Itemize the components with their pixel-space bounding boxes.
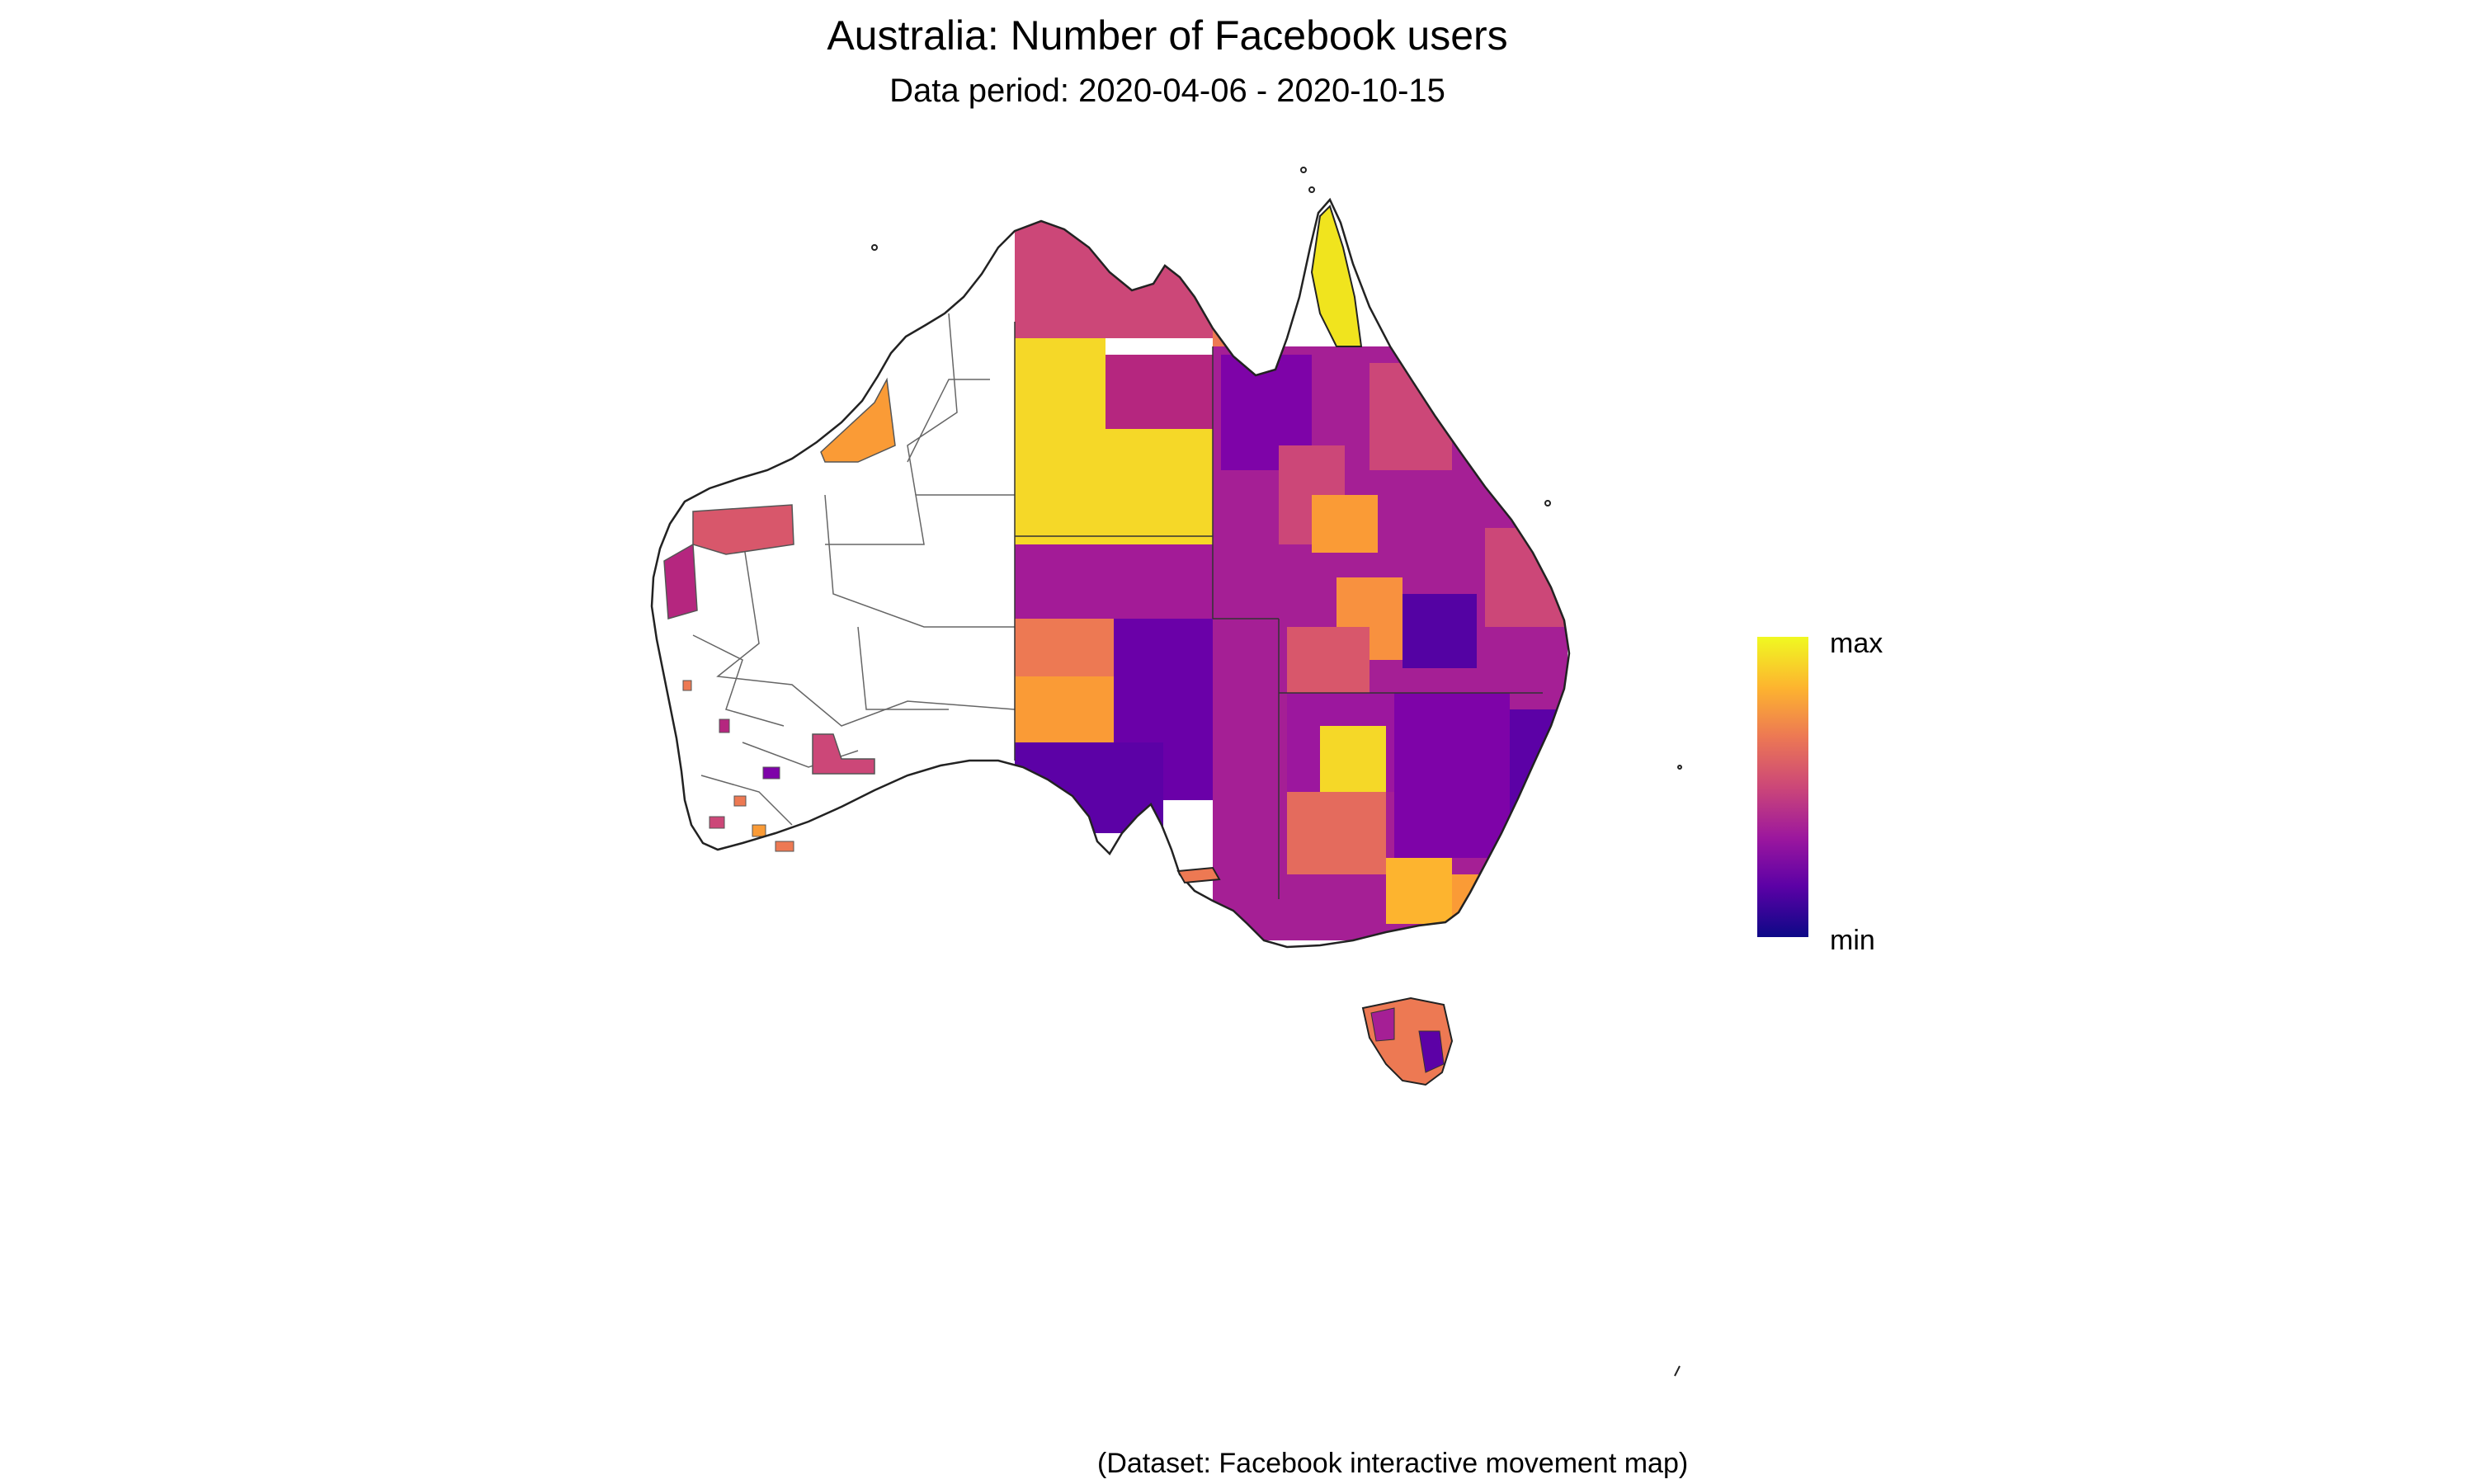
- map-caption: (Dataset: Facebook interactive movement …: [1097, 1448, 1689, 1479]
- tasmania: [1361, 996, 1454, 1086]
- region-wa-nodata: [652, 200, 1015, 907]
- map-subtitle: Data period: 2020-04-06 - 2020-10-15: [889, 73, 1445, 109]
- region-nsw-central: [1394, 693, 1510, 858]
- cape-york: [1310, 205, 1363, 347]
- region-nt-yellow: [1015, 412, 1221, 544]
- region-vic-west: [1287, 792, 1386, 874]
- region-small-5: [752, 824, 766, 837]
- wa-internal-borders: [692, 313, 1016, 826]
- region-small-7: [682, 680, 692, 691]
- region-pilbara-red: [692, 504, 794, 555]
- region-small-3: [733, 795, 747, 807]
- region-nsw-coast: [1510, 709, 1568, 874]
- wa-colored-regions: [663, 377, 896, 852]
- state-borders: [1014, 322, 1543, 899]
- region-qld-southwest: [1287, 627, 1370, 693]
- region-qld-purple: [1402, 594, 1477, 668]
- region-nt-top: [1015, 200, 1213, 338]
- region-goldfields-red: [812, 733, 875, 775]
- kangaroo-island: [1176, 866, 1221, 884]
- region-small-4: [709, 816, 725, 829]
- northern-islands: [871, 167, 1682, 1377]
- region-sa-north-orange: [1015, 619, 1114, 676]
- region-nt-south: [1015, 544, 1213, 619]
- region-nt-central: [1106, 355, 1221, 429]
- region-small-6: [775, 841, 794, 852]
- color-scale-bar: [1757, 637, 1808, 937]
- region-sa-orange: [1015, 676, 1114, 742]
- region-kimberley-orange: [820, 377, 896, 463]
- map-title: Australia: Number of Facebook users: [827, 12, 1508, 59]
- region-nt-east: [1213, 200, 1279, 346]
- region-qld-orange: [1312, 495, 1378, 553]
- legend-max-label: max: [1830, 628, 1883, 659]
- region-carnarvon: [663, 543, 698, 620]
- region-vic-central: [1386, 858, 1452, 924]
- region-small-2: [762, 766, 780, 780]
- region-nt-yellow-north: [1015, 338, 1106, 412]
- region-small-1: [719, 718, 730, 733]
- region-nsw-yellow: [1320, 726, 1386, 792]
- legend-min-label: min: [1830, 925, 1875, 956]
